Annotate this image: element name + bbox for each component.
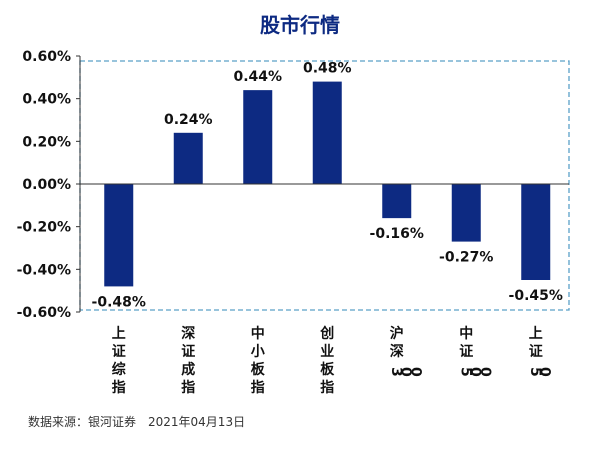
source-note: 数据来源：银河证券 2021年04月13日 xyxy=(28,415,246,429)
y-tick-label: 0.20% xyxy=(22,134,71,150)
x-category-label: 上证综指 xyxy=(112,326,126,396)
chart-title: 股市行情 xyxy=(260,13,340,37)
bar xyxy=(451,184,481,242)
x-category-label: 上证 50 xyxy=(527,326,553,377)
data-label: -0.45% xyxy=(509,288,563,304)
data-label: 0.24% xyxy=(164,112,213,128)
data-label: 0.48% xyxy=(303,61,352,77)
bar xyxy=(243,90,273,184)
data-label: -0.27% xyxy=(439,250,493,266)
y-tick-label: -0.60% xyxy=(17,305,71,321)
y-tick-label: -0.40% xyxy=(17,262,71,278)
x-category-label: 创业板指 xyxy=(319,325,335,396)
y-tick-label: 0.40% xyxy=(22,92,71,108)
plot-frame xyxy=(79,60,570,311)
y-tick-label: 0.60% xyxy=(22,49,71,65)
data-label: -0.16% xyxy=(370,226,424,242)
bar xyxy=(382,184,412,219)
data-label: -0.48% xyxy=(92,294,146,310)
x-category-label: 深证成指 xyxy=(181,325,195,396)
y-tick-label: -0.20% xyxy=(17,220,71,236)
x-category-label: 中证 500 xyxy=(457,325,493,377)
bar xyxy=(312,81,342,184)
y-tick-label: 0.00% xyxy=(22,177,71,193)
data-label: 0.44% xyxy=(233,69,282,85)
x-category-label: 沪深 300 xyxy=(388,325,424,377)
bar xyxy=(104,184,134,287)
x-category-label: 中小板指 xyxy=(251,325,266,396)
bar xyxy=(521,184,551,280)
bar xyxy=(173,132,203,184)
